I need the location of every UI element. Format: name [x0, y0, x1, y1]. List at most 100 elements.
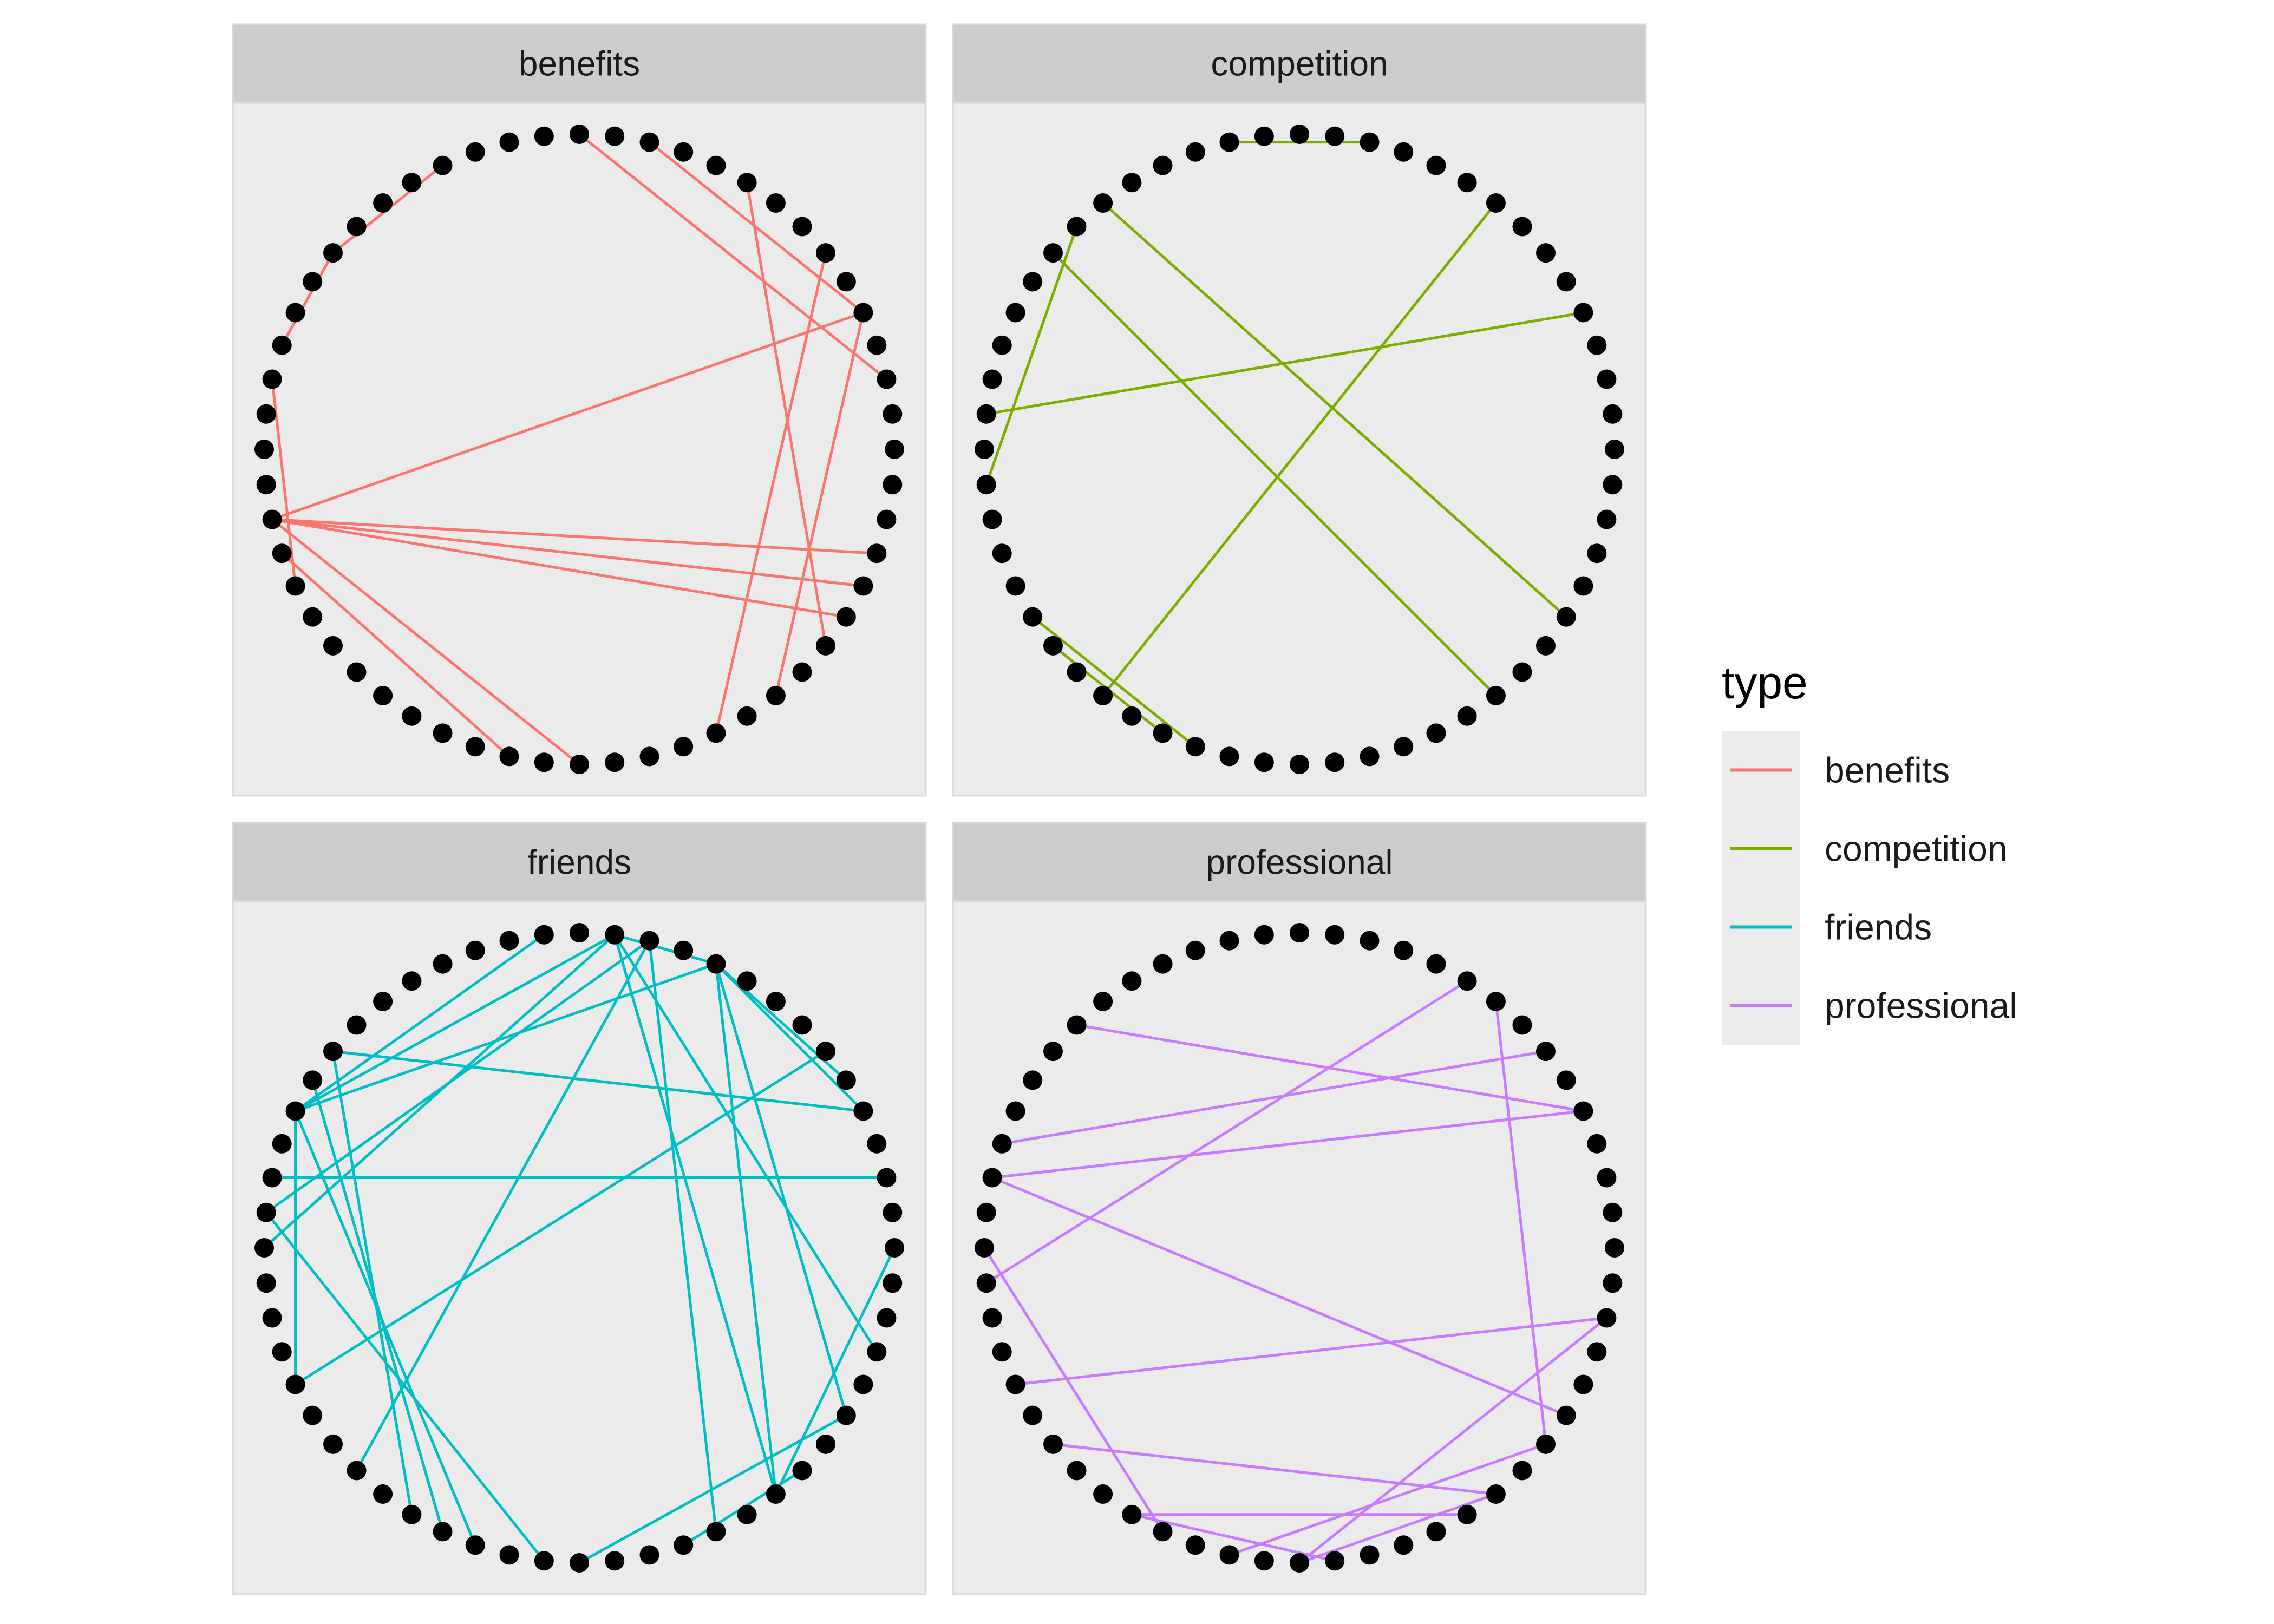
node-17: [1587, 1342, 1607, 1362]
node-24: [1426, 723, 1446, 743]
node-49: [347, 217, 367, 237]
node-0: [1290, 923, 1309, 942]
node-35: [1067, 662, 1087, 682]
legend-label: benefits: [1825, 750, 1950, 790]
node-36: [323, 1434, 343, 1454]
node-35: [347, 1461, 367, 1481]
node-41: [256, 1273, 276, 1293]
edge-38-44: [271, 378, 297, 587]
node-46: [1005, 1101, 1025, 1121]
node-13: [883, 404, 903, 424]
edge-19-44: [991, 1176, 1568, 1417]
node-29: [534, 1551, 554, 1571]
node-35: [1067, 1461, 1087, 1481]
edge-1-22: [613, 933, 777, 1496]
edge-1-46: [294, 933, 616, 1112]
node-32: [1153, 1522, 1173, 1542]
node-53: [465, 940, 485, 960]
node-31: [465, 1535, 485, 1555]
node-47: [303, 272, 323, 292]
node-48: [323, 243, 343, 263]
node-22: [766, 686, 786, 705]
facet-competition: competition: [952, 23, 1647, 797]
legend-label: professional: [1825, 986, 2017, 1026]
node-53: [1185, 940, 1205, 960]
node-27: [605, 1551, 625, 1571]
node-38: [1005, 576, 1025, 596]
node-43: [256, 1202, 276, 1222]
node-14: [1605, 1238, 1624, 1258]
node-20: [1536, 636, 1556, 656]
node-4: [706, 155, 726, 175]
node-6: [766, 193, 786, 213]
edge-0-12: [578, 133, 888, 381]
node-3: [1394, 142, 1414, 162]
node-16: [1597, 509, 1617, 529]
node-14: [885, 1238, 904, 1258]
node-8: [816, 1042, 835, 1062]
node-49: [1067, 217, 1087, 237]
node-23: [737, 1504, 757, 1524]
node-22: [1486, 686, 1506, 705]
node-22: [766, 1484, 786, 1504]
node-27: [1325, 1551, 1345, 1571]
node-12: [877, 1168, 897, 1188]
edge-30-39: [280, 552, 511, 758]
node-48: [1043, 243, 1063, 263]
node-55: [1254, 126, 1274, 146]
node-44: [982, 1168, 1002, 1188]
node-7: [1512, 1015, 1532, 1035]
edge-29-43: [265, 1211, 546, 1562]
facet-benefits: benefits: [232, 23, 927, 797]
node-17: [867, 543, 887, 564]
node-29: [1254, 1551, 1274, 1571]
edges: [983, 979, 1608, 1564]
node-13: [883, 1202, 903, 1222]
edge-1-4: [613, 933, 717, 966]
edge-10-43: [985, 311, 1585, 416]
node-26: [639, 1545, 659, 1565]
node-5: [1457, 971, 1477, 991]
node-11: [867, 1134, 887, 1154]
node-31: [1185, 737, 1205, 757]
facet-strip: [232, 822, 927, 902]
edge-33-48: [331, 1050, 413, 1516]
edge-4-46: [294, 962, 717, 1112]
node-27: [605, 752, 625, 772]
node-19: [836, 1405, 856, 1425]
node-33: [402, 706, 422, 726]
edges: [985, 141, 1585, 748]
node-19: [1556, 607, 1576, 627]
node-30: [1219, 1545, 1239, 1565]
node-43: [256, 404, 276, 424]
node-15: [883, 475, 903, 495]
node-49: [347, 1015, 367, 1035]
node-9: [836, 1070, 856, 1090]
facet-strip-label: benefits: [519, 44, 640, 83]
node-18: [1573, 1374, 1593, 1394]
edge-19-28: [578, 1414, 848, 1564]
node-38: [285, 576, 305, 596]
edge-1-17: [613, 933, 878, 1353]
node-43: [976, 1202, 996, 1222]
node-5: [737, 173, 757, 193]
node-36: [1043, 1434, 1063, 1454]
node-41: [976, 475, 996, 495]
node-48: [1043, 1042, 1063, 1062]
node-54: [499, 931, 519, 951]
edge-27-33: [1130, 1513, 1336, 1562]
edge-2-43: [265, 939, 651, 1214]
node-43: [976, 404, 996, 424]
node-55: [534, 126, 554, 146]
node-34: [373, 1484, 393, 1504]
node-9: [836, 272, 856, 292]
node-0: [570, 125, 589, 144]
node-40: [262, 1308, 282, 1328]
node-30: [499, 1545, 519, 1565]
node-19: [836, 607, 856, 627]
node-40: [982, 509, 1002, 529]
node-23: [1457, 1504, 1477, 1524]
node-11: [867, 335, 887, 355]
node-39: [272, 1342, 292, 1362]
node-8: [816, 243, 835, 263]
